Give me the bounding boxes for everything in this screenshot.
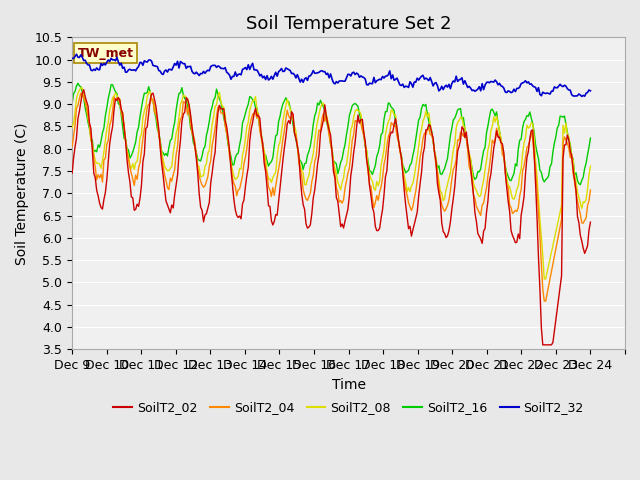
Title: Soil Temperature Set 2: Soil Temperature Set 2 bbox=[246, 15, 451, 33]
X-axis label: Time: Time bbox=[332, 378, 365, 392]
Text: TW_met: TW_met bbox=[77, 47, 134, 60]
Legend: SoilT2_02, SoilT2_04, SoilT2_08, SoilT2_16, SoilT2_32: SoilT2_02, SoilT2_04, SoilT2_08, SoilT2_… bbox=[108, 396, 589, 419]
Y-axis label: Soil Temperature (C): Soil Temperature (C) bbox=[15, 122, 29, 264]
